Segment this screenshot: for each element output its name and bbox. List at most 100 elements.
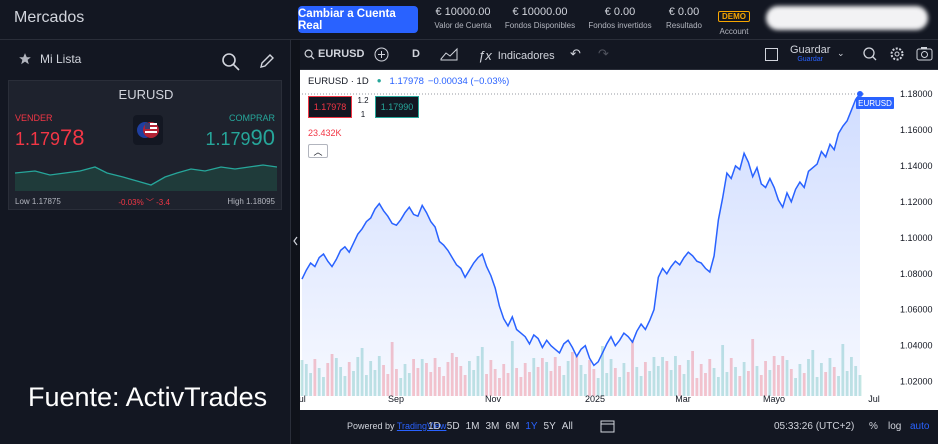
switch-real-account-button[interactable]: Cambiar a Cuenta Real bbox=[298, 6, 418, 33]
available-funds-label: Fondos Disponibles bbox=[504, 21, 576, 30]
range-1y[interactable]: 1Y bbox=[525, 421, 538, 432]
account-value: € 10000.00 bbox=[435, 6, 491, 18]
symbol-search[interactable]: EURUSD bbox=[304, 48, 364, 60]
sell-price[interactable]: 1.17978 bbox=[15, 125, 85, 151]
price-chart-svg[interactable]: 1.02000 1.04000 1.06000 1.08000 1.10000 1.120… bbox=[300, 70, 938, 410]
chart-toolbar: EURUSD D ƒx Indicadores ↶ ↷ Guardar Guar… bbox=[300, 40, 938, 70]
range-selector: 1D 5D 1M 3M 6M 1Y 5Y All bbox=[428, 421, 573, 432]
redacted-user-area bbox=[766, 6, 928, 30]
sell-price-main: 1.179 bbox=[15, 129, 61, 149]
price-chart[interactable]: 1.02000 1.04000 1.06000 1.08000 1.10000 1.120… bbox=[300, 70, 938, 410]
buy-price-main: 1.179 bbox=[205, 129, 251, 149]
sell-label[interactable]: VENDER bbox=[15, 113, 53, 123]
account-label: Account bbox=[719, 27, 749, 36]
last-price-dot bbox=[857, 90, 863, 97]
chevron-down-icon[interactable]: ⌄ bbox=[837, 48, 845, 58]
range-3m[interactable]: 3M bbox=[485, 421, 500, 432]
sell-price-box[interactable]: 1.17978 bbox=[308, 96, 352, 118]
y-tick-label: 1.14000 bbox=[900, 161, 933, 171]
layout-square-icon[interactable] bbox=[765, 48, 778, 61]
x-tick-label: Mayo bbox=[763, 394, 785, 404]
date-range-calendar-icon[interactable] bbox=[600, 419, 615, 433]
price-line bbox=[301, 93, 861, 367]
edit-pencil-icon[interactable] bbox=[258, 52, 276, 70]
legend-title: EURUSD · 1D bbox=[308, 76, 369, 87]
powered-by: Powered by TradingView bbox=[347, 421, 446, 431]
top-bar: Mercados Cambiar a Cuenta Real € 10000.0… bbox=[0, 0, 938, 40]
indicators-button[interactable]: ƒx Indicadores bbox=[478, 48, 555, 63]
clock-timezone[interactable]: 05:33:26 (UTC+2) bbox=[774, 421, 855, 432]
result-stat: € 0.00 Resultado bbox=[662, 6, 706, 30]
y-tick-label: 1.16000 bbox=[900, 125, 933, 135]
y-tick-label: 1.02000 bbox=[900, 377, 933, 387]
range-5y[interactable]: 5Y bbox=[543, 421, 556, 432]
available-funds-stat: € 10000.00 Fondos Disponibles bbox=[502, 6, 578, 30]
spread-bottom: 1 bbox=[360, 110, 366, 119]
buy-price-box[interactable]: 1.17990 bbox=[375, 96, 419, 118]
range-6m[interactable]: 6M bbox=[505, 421, 520, 432]
range-1d[interactable]: 1D bbox=[428, 421, 441, 432]
eurusd-ticker-card[interactable]: EURUSD VENDER 1.17978 COMPRAR 1.17990 Lo… bbox=[8, 80, 282, 210]
ticker-symbol: EURUSD bbox=[118, 87, 174, 102]
volume-label: 23.432K bbox=[308, 128, 342, 138]
legend-change: −0.00034 (−0.03%) bbox=[427, 76, 510, 87]
save-label: Guardar bbox=[790, 44, 831, 56]
collapse-legend-button[interactable]: ︿ bbox=[308, 144, 328, 158]
add-symbol-icon[interactable] bbox=[374, 47, 389, 62]
spread-top: 1.2 bbox=[357, 96, 369, 105]
day-low: Low 1.17875 bbox=[15, 197, 61, 206]
y-tick-label: 1.06000 bbox=[900, 305, 933, 315]
invested-funds-label: Fondos invertidos bbox=[588, 21, 652, 30]
price-area bbox=[302, 94, 860, 396]
chart-type-icon[interactable] bbox=[440, 47, 458, 61]
app-title: Mercados bbox=[14, 9, 85, 26]
sparkline-chart bbox=[15, 164, 277, 191]
invested-funds: € 0.00 bbox=[604, 6, 636, 18]
range-5d[interactable]: 5D bbox=[446, 421, 460, 432]
camera-icon[interactable] bbox=[916, 46, 933, 61]
result-value: € 0.00 bbox=[668, 6, 700, 18]
buy-price-pips: 90 bbox=[250, 125, 275, 150]
y-tick-label: 1.08000 bbox=[900, 269, 933, 279]
tradingview-link[interactable]: TradingView bbox=[396, 421, 447, 431]
indicators-label: Indicadores bbox=[497, 49, 555, 62]
invested-funds-stat: € 0.00 Fondos invertidos bbox=[584, 6, 656, 30]
settings-gear-icon[interactable] bbox=[889, 46, 905, 62]
buy-price[interactable]: 1.17990 bbox=[205, 125, 275, 151]
chart-bottom-bar: Powered by TradingView 1D 5D 1M 3M 6M 1Y 5Y All… bbox=[300, 410, 938, 444]
auto-toggle[interactable]: auto bbox=[910, 421, 930, 432]
redo-icon[interactable]: ↷ bbox=[598, 46, 609, 61]
panel-splitter[interactable] bbox=[290, 40, 300, 444]
watchlist-header[interactable]: Mi Lista bbox=[18, 52, 81, 66]
chart-legend: EURUSD · 1D ● 1.17978 −0.00034 (−0.03%) bbox=[308, 76, 509, 87]
buy-label[interactable]: COMPRAR bbox=[228, 113, 275, 123]
quick-search-icon[interactable] bbox=[862, 46, 878, 62]
percent-toggle[interactable]: % bbox=[869, 421, 878, 432]
star-icon bbox=[19, 53, 31, 65]
function-icon: ƒx bbox=[478, 48, 492, 63]
undo-icon[interactable]: ↶ bbox=[570, 46, 581, 61]
range-1m[interactable]: 1M bbox=[465, 421, 480, 432]
account-menu[interactable]: DEMO Account bbox=[714, 6, 754, 36]
chevron-left-icon[interactable] bbox=[292, 236, 299, 246]
powered-by-label: Powered by bbox=[347, 421, 395, 431]
log-toggle[interactable]: log bbox=[888, 421, 902, 432]
interval-button[interactable]: D bbox=[412, 48, 420, 60]
search-icon bbox=[304, 49, 315, 60]
ticker-card-footer: Low 1.17875 -0.03% ﹀ -3.4 High 1.18095 bbox=[15, 197, 275, 208]
y-tick-label: 1.10000 bbox=[900, 233, 933, 243]
market-open-dot-icon: ● bbox=[376, 76, 382, 85]
account-value-stat: € 10000.00 Valor de Cuenta bbox=[428, 6, 498, 30]
available-funds: € 10000.00 bbox=[512, 6, 568, 18]
x-tick-label: Sep bbox=[388, 394, 404, 404]
save-button[interactable]: Guardar Guardar bbox=[790, 44, 830, 63]
y-tick-label: 1.18000 bbox=[900, 89, 933, 99]
x-tick-label: Mar bbox=[675, 394, 691, 404]
price-tag-label: EURUSD bbox=[856, 97, 894, 109]
x-tick-label: Nov bbox=[485, 394, 502, 404]
day-high: High 1.18095 bbox=[227, 197, 275, 206]
search-icon[interactable] bbox=[221, 52, 241, 72]
range-all[interactable]: All bbox=[561, 421, 573, 432]
save-sublabel: Guardar bbox=[797, 56, 824, 63]
y-tick-label: 1.12000 bbox=[900, 197, 933, 207]
